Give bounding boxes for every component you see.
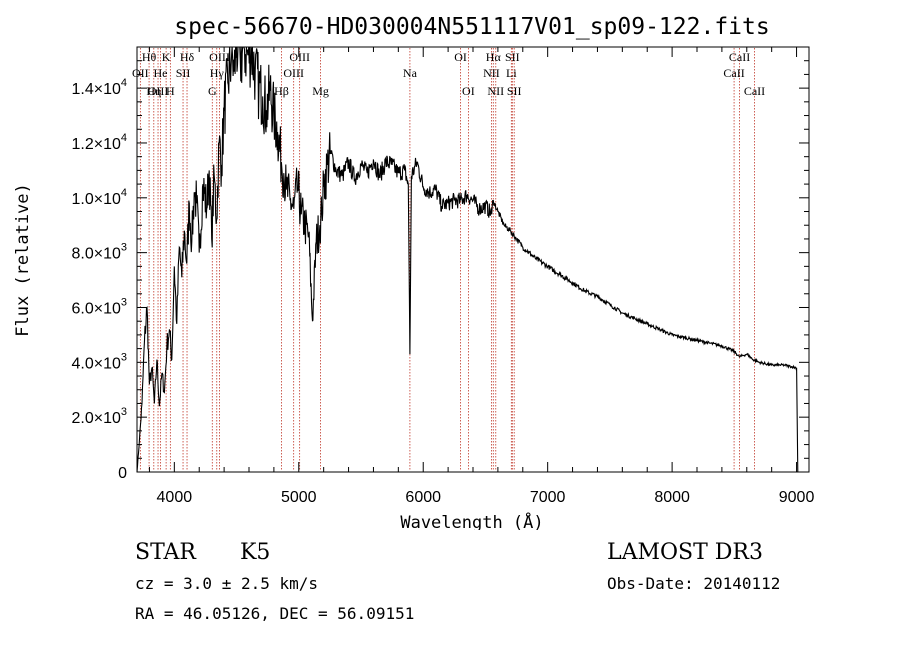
x-tick-label-4: 8000: [654, 489, 690, 506]
spectrum-series-line: [136, 46, 799, 473]
line-label-14: OIII: [289, 50, 310, 64]
line-label-12: Hβ: [274, 84, 289, 98]
line-markers: [139, 48, 755, 471]
line-label-6: H: [166, 84, 175, 98]
y-tick-label-2: 4.0×103: [71, 351, 127, 372]
line-label-17: OI: [454, 50, 467, 64]
x-tick-label-2: 6000: [405, 489, 441, 506]
plot-frame: [136, 46, 810, 473]
obs-date: Obs-Date: 20140112: [607, 574, 781, 593]
y-tick-label-7: 1.4×104: [71, 77, 127, 98]
x-tick-label-3: 7000: [530, 489, 566, 506]
line-label-3: Hη: [146, 84, 161, 98]
chart-title: spec-56670-HD030004N551117V01_sp09-122.f…: [174, 14, 769, 40]
line-label-0: Hθ: [142, 50, 157, 64]
line-label-10: OIII: [209, 50, 230, 64]
line-label-27: CaII: [744, 84, 765, 98]
line-label-2: OIII: [148, 84, 169, 98]
line-label-1: OII: [132, 66, 149, 80]
object-class: STAR: [135, 540, 196, 565]
y-axis: 0 2.0×103 4.0×103 6.0×103 8.0×103 1.0×104 1.2×…: [71, 60, 809, 482]
line-label-4: He: [154, 66, 168, 80]
line-label-16: Na: [403, 66, 418, 80]
line-labels: HθOIIOIIIHηHeKHSIIHδGOIIIHγHβOIIIOIIIMgN…: [132, 50, 765, 98]
line-label-23: SII: [505, 50, 520, 64]
line-label-19: NII: [483, 66, 500, 80]
line-label-9: G: [208, 84, 217, 98]
x-axis: 4000 5000 6000 7000 8000 9000: [148, 47, 815, 506]
y-tick-label-3: 6.0×103: [71, 296, 127, 317]
y-tick-label-1: 2.0×103: [71, 406, 127, 427]
spectrum-chart: spec-56670-HD030004N551117V01_sp09-122.f…: [13, 14, 815, 530]
line-label-20: Hα: [486, 50, 502, 64]
line-label-21: NII: [487, 84, 504, 98]
y-axis-label: Flux (relative): [13, 183, 33, 337]
line-label-7: SII: [176, 66, 191, 80]
y-tick-label-4: 8.0×103: [71, 242, 127, 263]
y-tick-label-5: 1.0×104: [71, 187, 127, 208]
line-label-25: CaII: [723, 66, 744, 80]
line-label-18: OI: [462, 84, 475, 98]
line-label-26: CaII: [729, 50, 750, 64]
y-tick-label-6: 1.2×104: [71, 132, 127, 153]
y-tick-label-0: 0: [118, 465, 127, 482]
line-label-24: SII: [507, 84, 522, 98]
line-label-11: Hγ: [210, 66, 225, 80]
survey-release: LAMOST DR3: [607, 540, 763, 565]
coordinates: RA = 46.05126, DEC = 56.09151: [135, 604, 415, 623]
line-label-5: K: [162, 50, 171, 64]
x-tick-label-0: 4000: [157, 489, 193, 506]
line-label-22: Li: [506, 66, 517, 80]
x-tick-label-1: 5000: [281, 489, 317, 506]
line-label-13: OIII: [283, 66, 304, 80]
redshift-text: cz = 3.0 ± 2.5 km/s: [135, 574, 319, 593]
x-axis-label: Wavelength (Å): [400, 511, 543, 530]
object-subclass: K5: [240, 540, 271, 565]
x-tick-label-5: 9000: [779, 489, 815, 506]
line-label-15: Mg: [312, 84, 329, 98]
line-label-8: Hδ: [180, 50, 195, 64]
